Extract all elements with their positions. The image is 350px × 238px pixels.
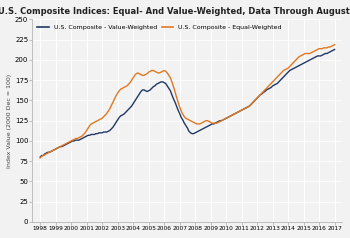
U.S. Composite - Value-Weighted: [38, 156, 42, 159]
U.S. Composite - Value-Weighted: [332, 48, 337, 51]
U.S. Composite - Equal-Weighted: [249, 103, 253, 106]
Line: U.S. Composite - Equal-Weighted: U.S. Composite - Equal-Weighted: [40, 45, 335, 158]
Line: U.S. Composite - Value-Weighted: U.S. Composite - Value-Weighted: [40, 50, 335, 157]
U.S. Composite - Value-Weighted: [97, 131, 101, 134]
U.S. Composite - Equal-Weighted: [199, 122, 203, 124]
Title: U.S. Composite Indices: Equal- And Value-Weighted, Data Through August 2017: U.S. Composite Indices: Equal- And Value…: [0, 7, 350, 16]
Legend: U.S. Composite - Value-Weighted, U.S. Composite - Equal-Weighted: U.S. Composite - Value-Weighted, U.S. Co…: [35, 23, 284, 32]
U.S. Composite - Equal-Weighted: [38, 157, 42, 159]
U.S. Composite - Equal-Weighted: [97, 119, 101, 121]
U.S. Composite - Equal-Weighted: [332, 43, 337, 46]
U.S. Composite - Equal-Weighted: [238, 109, 242, 112]
U.S. Composite - Equal-Weighted: [258, 93, 262, 96]
U.S. Composite - Value-Weighted: [249, 103, 253, 106]
Y-axis label: Index Value (2000 Dec = 100): Index Value (2000 Dec = 100): [7, 74, 12, 168]
U.S. Composite - Value-Weighted: [243, 107, 247, 110]
U.S. Composite - Equal-Weighted: [243, 107, 247, 110]
U.S. Composite - Value-Weighted: [238, 109, 242, 112]
U.S. Composite - Value-Weighted: [199, 128, 203, 131]
U.S. Composite - Value-Weighted: [258, 93, 262, 96]
